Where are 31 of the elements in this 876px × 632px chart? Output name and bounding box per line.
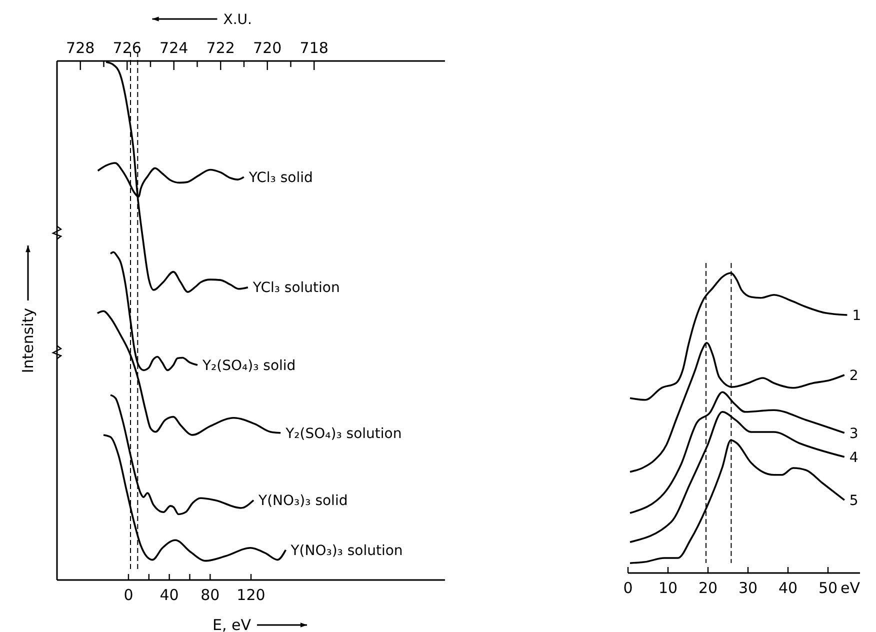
x2-tick-label: 728	[66, 39, 95, 57]
x-tick-label: 30	[738, 579, 758, 597]
x-tick-label: 120	[236, 586, 266, 604]
series-label: YCl₃ solution	[252, 280, 340, 296]
x-tick-label: 40	[778, 579, 798, 597]
x-tick-label: 80	[200, 586, 220, 604]
series-label: Y(NO₃)₃ solid	[258, 493, 348, 510]
x-tick-label: 20	[698, 579, 718, 597]
x-tick-label: 0	[124, 586, 134, 604]
series-label: 3	[849, 426, 858, 442]
x2-axis-title: X.U.	[223, 12, 252, 28]
x-axis-title: eV	[840, 579, 861, 597]
x-tick-label: 40	[160, 586, 179, 604]
series-label: 1	[852, 308, 862, 324]
series-label: Y(NO₃)₃ solution	[290, 542, 403, 559]
x2-tick-label: 718	[300, 39, 328, 57]
series-label: Y₂(SO₄)₃ solid	[201, 358, 296, 374]
series-label: 5	[849, 493, 858, 509]
x-axis-title: E, eV	[212, 616, 252, 632]
series-label: YCl₃ solid	[248, 170, 313, 186]
x-tick-label: 50	[818, 579, 838, 597]
x2-tick-label: 724	[160, 39, 188, 57]
x-tick-label: 10	[658, 579, 678, 597]
x2-tick-label: 722	[206, 39, 235, 57]
series-label: Y₂(SO₄)₃ solution	[284, 426, 402, 442]
x2-tick-label: 726	[112, 39, 142, 57]
x-tick-label: 0	[623, 579, 633, 597]
y-axis-title: Intensity	[19, 308, 37, 374]
series-label: 2	[849, 368, 858, 384]
series-label: 4	[849, 450, 858, 466]
x2-tick-label: 720	[253, 39, 282, 57]
